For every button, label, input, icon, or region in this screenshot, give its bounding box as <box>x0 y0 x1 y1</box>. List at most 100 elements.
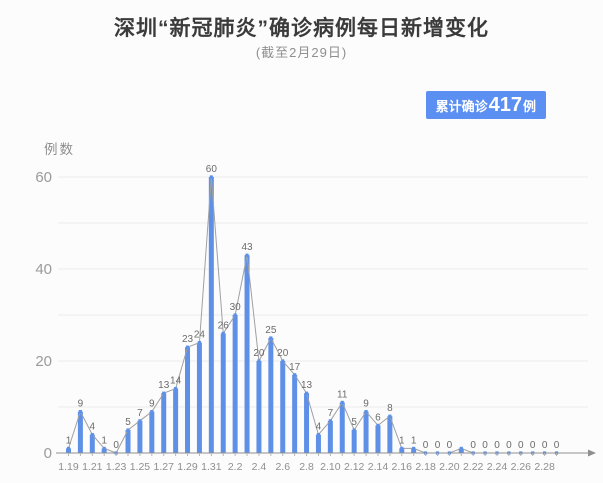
point-value-label: 4 <box>316 422 322 433</box>
point-value-label: 0 <box>447 440 453 451</box>
point-marker <box>197 341 202 345</box>
point-value-label: 1 <box>399 435 405 446</box>
point-value-label: 17 <box>289 362 301 373</box>
x-tick-label: 2.14 <box>368 461 389 473</box>
point-marker <box>126 428 130 432</box>
x-tick-label: 2.28 <box>534 461 555 473</box>
point-value-label: 0 <box>113 440 119 451</box>
point-value-label: 5 <box>351 417 357 428</box>
point-marker <box>376 423 380 427</box>
point-value-label: 0 <box>506 440 512 451</box>
x-tick-label: 1.21 <box>82 461 103 473</box>
point-marker <box>150 410 154 414</box>
point-value-label: 11 <box>337 389 348 400</box>
point-marker <box>281 359 285 363</box>
point-marker <box>162 391 166 395</box>
point-value-label: 60 <box>206 164 218 175</box>
point-value-label: 7 <box>328 408 334 419</box>
point-value-label: 1 <box>66 435 72 446</box>
point-marker <box>138 419 142 423</box>
bar <box>161 393 167 453</box>
point-value-label: 0 <box>518 440 524 451</box>
point-marker <box>304 391 309 395</box>
bar <box>101 448 107 453</box>
x-tick-label: 2.20 <box>439 461 460 473</box>
point-value-label: 9 <box>78 399 84 410</box>
bar <box>339 402 345 453</box>
bar <box>66 448 71 453</box>
y-axis-unit-label: 例数 <box>44 142 75 157</box>
bar <box>77 411 83 453</box>
x-tick-labels: 1.19 1.21 1.23 1.25 1.27 1.29 1.31 2.2 2.4 2.6 2.8… <box>58 461 555 473</box>
gridlines <box>58 176 588 408</box>
x-tick-label: 2.26 <box>511 461 532 473</box>
point-value-label: 0 <box>542 440 548 451</box>
point-value-label: 26 <box>218 320 230 331</box>
x-tick-label: 2.12 <box>344 461 365 473</box>
point-value-label: 30 <box>230 302 242 313</box>
point-marker <box>185 345 190 349</box>
point-value-label: 0 <box>554 440 560 451</box>
x-tick-label: 1.25 <box>130 461 151 473</box>
bar <box>399 448 405 453</box>
point-value-label: 0 <box>423 440 429 451</box>
bar <box>256 361 262 453</box>
bar <box>411 448 417 453</box>
bar <box>458 448 464 453</box>
point-marker <box>328 419 332 423</box>
point-marker <box>364 410 368 414</box>
bar <box>173 388 179 453</box>
point-marker <box>102 446 106 450</box>
x-tick-label: 2.10 <box>320 461 341 473</box>
x-tick-label: 2.2 <box>228 461 243 473</box>
point-marker <box>245 253 249 257</box>
point-value-label: 9 <box>149 399 155 410</box>
x-tick-label: 1.31 <box>201 461 222 473</box>
bar <box>387 416 393 453</box>
point-marker <box>293 373 297 377</box>
point-value-label: 20 <box>277 348 289 359</box>
bar <box>244 255 250 453</box>
chart-subtitle: (截至2月29日) <box>255 45 348 60</box>
point-marker <box>209 175 213 179</box>
point-value-label: 1 <box>101 435 107 446</box>
point-value-label: 23 <box>182 334 194 345</box>
point-value-label: 20 <box>253 348 265 359</box>
point-marker <box>66 446 71 450</box>
x-tick-label: 2.24 <box>487 461 508 473</box>
x-tick-label: 2.6 <box>275 461 290 473</box>
point-value-label: 0 <box>470 440 476 451</box>
x-tick-label: 2.8 <box>299 461 314 473</box>
x-tick-label: 1.27 <box>154 461 175 473</box>
bar <box>363 411 369 453</box>
point-marker <box>400 446 404 450</box>
x-tick-label: 1.29 <box>177 461 198 473</box>
point-value-label: 7 <box>137 408 143 419</box>
bar <box>232 315 238 453</box>
badge-prefix: 累计确诊 <box>435 98 488 114</box>
point-marker <box>388 414 392 418</box>
point-marker <box>269 336 273 340</box>
y-tick-label: 40 <box>35 261 52 278</box>
point-value-label: 5 <box>125 417 131 428</box>
x-tick-label: 1.19 <box>58 461 79 473</box>
badge-number: 417 <box>488 93 522 116</box>
point-value-label: 1 <box>411 435 417 446</box>
y-tick-labels: 0 20 40 60 <box>35 169 52 462</box>
point-marker <box>257 359 261 363</box>
x-tick-label: 1.23 <box>106 461 127 473</box>
chart-title: 深圳“新冠肺炎”确诊病例每日新增变化 <box>114 17 489 40</box>
cumulative-confirmed-badge: 累计确诊 417 例 <box>425 91 546 119</box>
point-value-label: 6 <box>375 412 381 423</box>
point-marker <box>340 400 344 404</box>
bar <box>315 434 321 453</box>
bar <box>149 411 155 453</box>
point-value-label: 8 <box>387 403 393 414</box>
bar <box>220 333 226 453</box>
point-value-label: 13 <box>158 380 170 391</box>
bar <box>351 430 357 453</box>
bar <box>208 177 214 453</box>
